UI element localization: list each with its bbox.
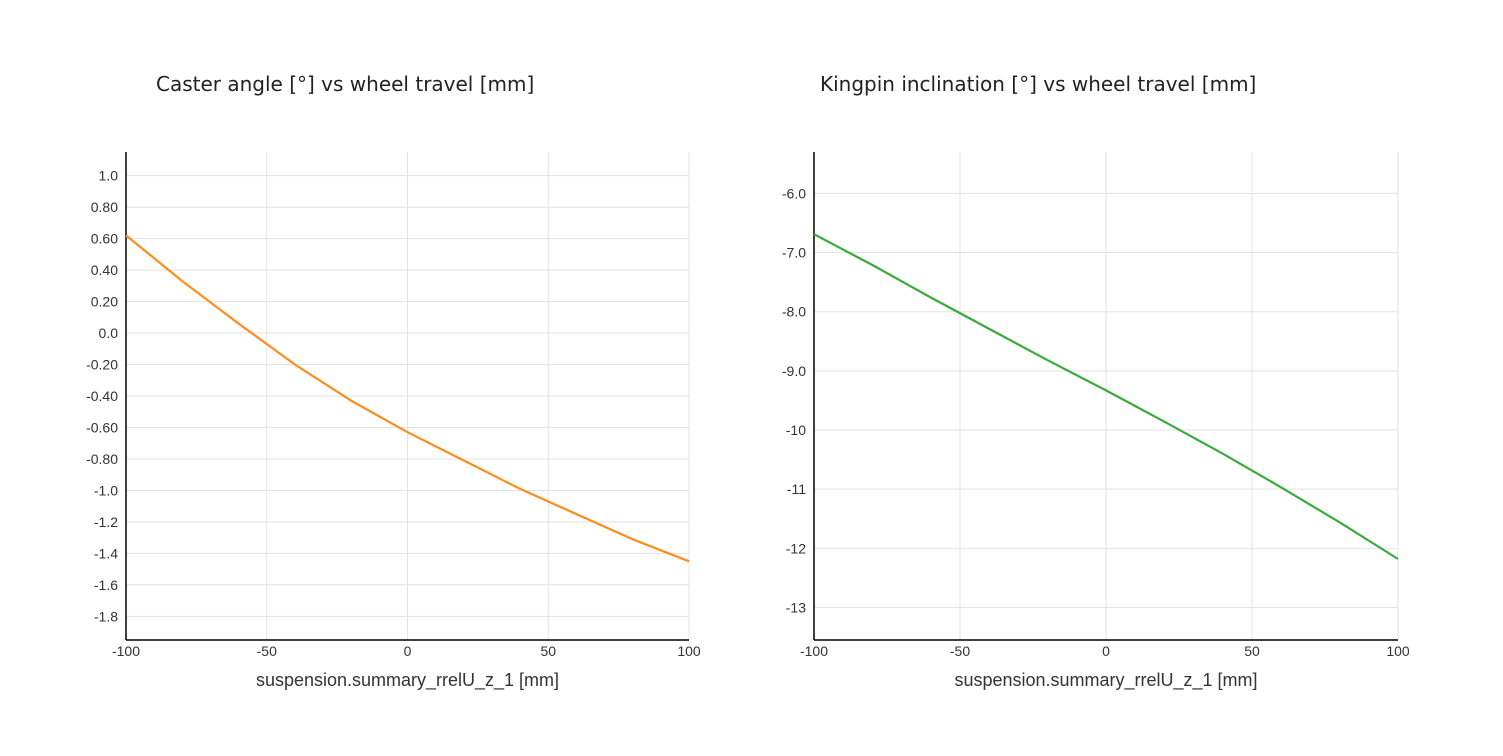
kingpin-x-tick-label: 0: [1102, 643, 1110, 659]
caster-y-tick-label: -0.60: [86, 419, 118, 435]
chart-title-caster: Caster angle [°] vs wheel travel [mm]: [156, 72, 535, 96]
caster-y-tick-label: -1.6: [94, 577, 118, 593]
kingpin-y-tick-label: -12: [786, 540, 806, 556]
caster-y-tick-label: -0.40: [86, 388, 118, 404]
caster-y-tick-label: 0.40: [91, 262, 118, 278]
caster-y-tick-label: 0.80: [91, 199, 118, 215]
caster-y-tick-label: -0.80: [86, 451, 118, 467]
caster-y-tick-label: -0.20: [86, 357, 118, 373]
caster-y-tick-label: 1.0: [99, 168, 119, 184]
kingpin-y-tick-label: -9.0: [782, 363, 806, 379]
kingpin-y-tick-label: -10: [786, 422, 806, 438]
caster-x-tick-label: 0: [404, 643, 412, 659]
kingpin-series-line: [813, 233, 1399, 560]
kingpin-y-tick-label: -13: [786, 599, 806, 615]
caster-y-tick-label: 0.20: [91, 294, 118, 310]
kingpin-x-tick-label: -50: [950, 643, 970, 659]
chart-title-kingpin: Kingpin inclination [°] vs wheel travel …: [820, 72, 1257, 96]
kingpin-x-axis-title: suspension.summary_rrelU_z_1 [mm]: [954, 670, 1257, 691]
caster-x-tick-label: -50: [257, 643, 277, 659]
kingpin-x-tick-label: 100: [1386, 643, 1410, 659]
caster-x-tick-label: 50: [540, 643, 556, 659]
caster-y-tick-label: -1.0: [94, 482, 118, 498]
caster-y-tick-label: -1.2: [94, 514, 118, 530]
kingpin-y-tick-label: -11: [787, 481, 806, 497]
caster-y-tick-label: -1.8: [94, 608, 118, 624]
kingpin-y-tick-label: -8.0: [782, 304, 806, 320]
caster-y-tick-label: -1.4: [94, 545, 118, 561]
caster-x-tick-label: -100: [112, 643, 140, 659]
kingpin-y-tick-label: -6.0: [782, 185, 806, 201]
caster-y-tick-label: 0.0: [99, 325, 119, 341]
caster-x-axis-title: suspension.summary_rrelU_z_1 [mm]: [256, 670, 559, 691]
caster-series-line: [125, 234, 690, 563]
caster-x-tick-label: 100: [677, 643, 701, 659]
caster-y-tick-label: 0.60: [91, 231, 118, 247]
kingpin-x-tick-label: -100: [800, 643, 828, 659]
kingpin-x-tick-label: 50: [1244, 643, 1260, 659]
kingpin-y-tick-label: -7.0: [782, 245, 806, 261]
